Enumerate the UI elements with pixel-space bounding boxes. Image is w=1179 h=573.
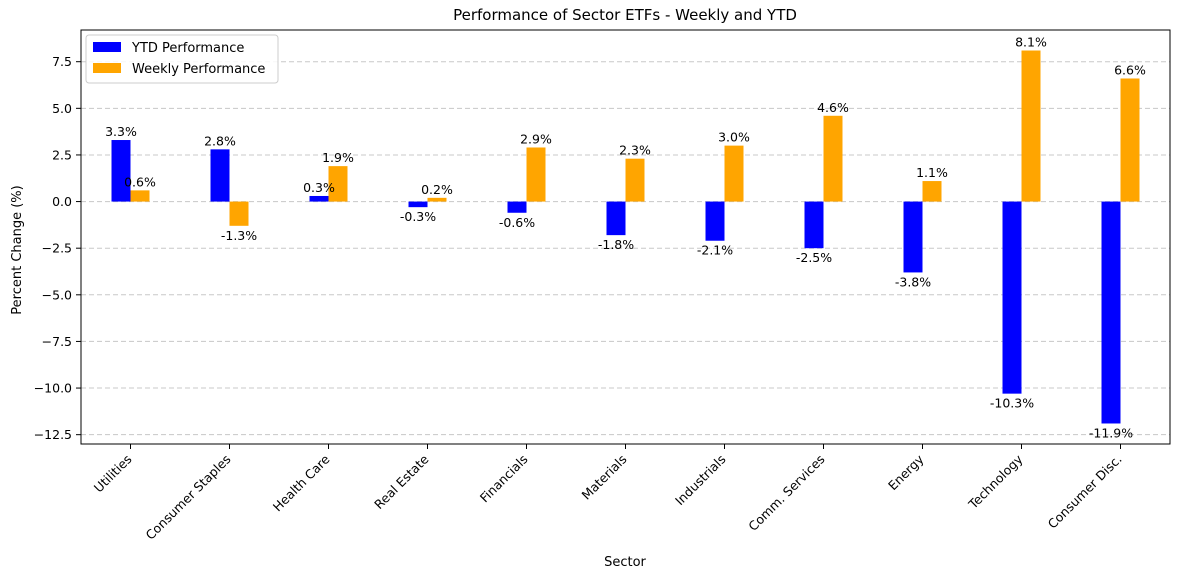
bar-value-label: 3.3% <box>105 124 137 139</box>
bar-ytd <box>408 201 428 208</box>
bar-value-label: 3.0% <box>718 130 750 145</box>
x-tick-label: Energy <box>885 451 927 493</box>
legend-swatch <box>93 42 121 52</box>
plot-frame <box>80 29 1171 445</box>
bar-value-label: -0.6% <box>499 215 535 230</box>
bar-value-labels: 3.3% 2.8% 0.3% -0.3% -0.6% -1.8% -2.1% -2.5% -3.… <box>105 35 1146 441</box>
bar-weekly <box>526 147 546 202</box>
bar-value-label: 2.3% <box>619 143 651 158</box>
x-tick-label: Consumer Disc. <box>1045 452 1125 532</box>
bar-weekly <box>823 115 843 202</box>
x-tick-label: Financials <box>477 452 531 506</box>
bar-ytd <box>1002 201 1022 394</box>
bar-value-label: -10.3% <box>990 396 1034 411</box>
bar-value-label: -1.8% <box>598 237 634 252</box>
bar-value-label: 2.9% <box>520 131 552 146</box>
bar-value-label: -2.1% <box>697 243 733 258</box>
bar-value-label: 0.3% <box>303 180 335 195</box>
bar-ytd <box>507 201 527 213</box>
legend-box <box>85 34 279 84</box>
bar-weekly <box>1021 50 1041 202</box>
bar-value-label: 8.1% <box>1015 35 1047 50</box>
bar-value-label: 1.1% <box>916 165 948 180</box>
bar-ytd <box>1101 201 1121 424</box>
bar-value-label: 6.6% <box>1114 62 1146 77</box>
y-tick-label: −2.5 <box>42 241 72 256</box>
bar-weekly <box>229 201 249 226</box>
x-axis-label: Sector <box>604 555 646 569</box>
bar-value-label: 1.9% <box>322 150 354 165</box>
bar-value-label: -1.3% <box>221 228 257 243</box>
bar-value-label: -0.3% <box>400 209 436 224</box>
x-tick-label: Consumer Staples <box>143 452 234 543</box>
legend-swatch <box>93 63 121 73</box>
y-tick-label: 7.5 <box>52 54 72 69</box>
y-tick-label: 0.0 <box>52 194 72 209</box>
bar-ytd <box>903 201 923 273</box>
bar-ytd <box>210 149 230 202</box>
legend: YTD Performance Weekly Performance <box>85 34 279 84</box>
bar-value-label: 2.8% <box>204 133 236 148</box>
bar-ytd <box>606 201 626 236</box>
y-tick-label: −10.0 <box>34 381 72 396</box>
y-tick-label: −5.0 <box>42 287 72 302</box>
bars <box>111 50 1140 424</box>
bar-value-label: -11.9% <box>1089 425 1133 440</box>
bar-ytd <box>309 195 329 202</box>
x-tick-label: Comm. Services <box>745 452 827 534</box>
y-axis-label: Percent Change (%) <box>10 185 25 314</box>
y-tick-label: 2.5 <box>52 147 72 162</box>
bar-ytd <box>804 201 824 249</box>
bar-value-label: -3.8% <box>895 274 931 289</box>
legend-label: YTD Performance <box>131 41 244 56</box>
y-tick-label: −12.5 <box>34 427 72 442</box>
bar-weekly <box>130 190 150 202</box>
y-tick-label: 5.0 <box>52 101 72 116</box>
bar-value-label: -2.5% <box>796 250 832 265</box>
x-tick-label: Real Estate <box>371 451 432 512</box>
x-tick-label: Health Care <box>270 451 333 514</box>
bar-weekly <box>922 181 942 202</box>
bar-value-label: 4.6% <box>817 100 849 115</box>
bar-weekly <box>625 158 645 202</box>
bar-weekly <box>427 197 447 202</box>
legend-label: Weekly Performance <box>132 62 265 77</box>
chart-title: Performance of Sector ETFs - Weekly and … <box>453 6 797 24</box>
x-tick-label: Technology <box>965 451 1026 512</box>
bar-value-label: 0.2% <box>421 182 453 197</box>
bar-ytd <box>705 201 725 241</box>
bar-value-label: 0.6% <box>124 174 156 189</box>
bar-ytd <box>111 140 131 202</box>
bar-weekly <box>328 166 348 202</box>
bar-weekly <box>1120 78 1140 202</box>
bar-weekly <box>724 145 744 202</box>
y-tick-label: −7.5 <box>42 334 72 349</box>
x-tick-label: Materials <box>578 452 629 503</box>
x-tick-label: Industrials <box>672 452 729 509</box>
axes: 7.5 5.0 2.5 0.0 −2.5 −5.0 −7.5 −10.0 −12.5 Utilit… <box>34 29 1171 543</box>
x-tick-label: Utilities <box>91 452 135 496</box>
